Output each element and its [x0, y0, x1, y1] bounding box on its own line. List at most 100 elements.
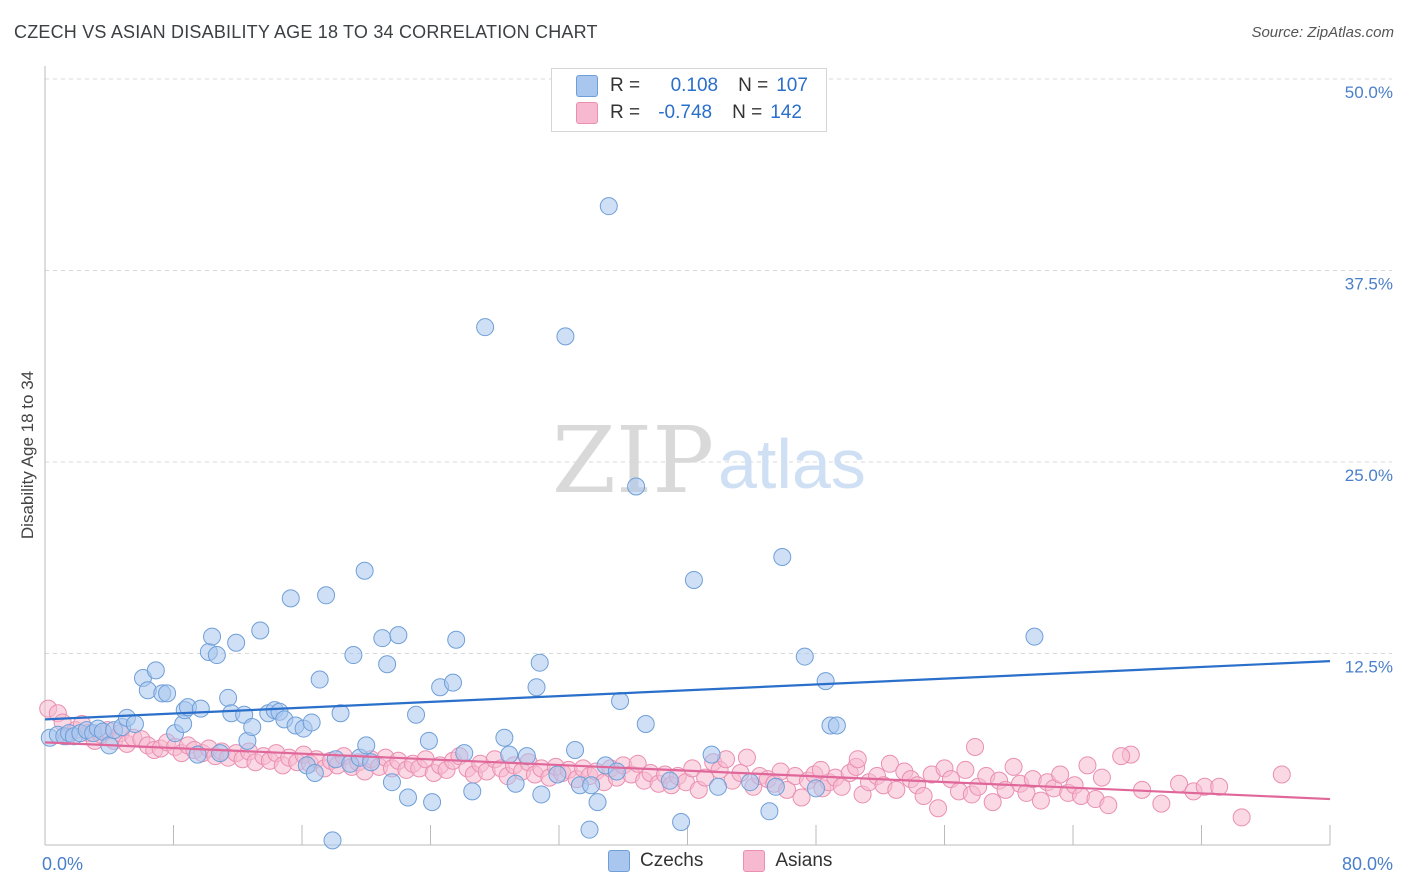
asian-point	[1152, 794, 1171, 813]
czech-point	[556, 327, 575, 346]
czech-point	[773, 547, 792, 566]
czech-point	[636, 714, 655, 733]
legend-n-label: N =	[732, 102, 763, 123]
czech-point	[588, 793, 607, 812]
czech-point	[125, 714, 144, 733]
legend-label-asians: Asians	[775, 850, 833, 871]
asian-point	[811, 760, 830, 779]
czech-point	[816, 672, 835, 691]
asian-point	[848, 750, 867, 769]
czech-swatch-icon	[608, 850, 630, 872]
czech-point	[627, 477, 646, 496]
y-tick-label: 37.5%	[1345, 275, 1393, 294]
czech-point	[532, 785, 551, 804]
legend-row-asians: R = -0.748 N = 142	[576, 102, 802, 124]
asian-swatch-icon	[743, 850, 766, 872]
czech-point	[382, 773, 401, 792]
gridlines	[45, 78, 1392, 654]
czech-point	[660, 771, 679, 790]
czech-point	[281, 589, 300, 608]
czech-point	[323, 831, 342, 850]
czech-point	[443, 673, 462, 692]
czech-point	[506, 774, 525, 793]
czech-point	[580, 820, 599, 839]
asian-point	[737, 748, 756, 767]
asian-point	[1031, 791, 1050, 810]
asian-point	[956, 760, 975, 779]
asian-point	[966, 737, 985, 756]
czech-point	[500, 745, 519, 764]
czech-point	[302, 713, 321, 732]
legend-n-label: N =	[738, 75, 769, 96]
legend-bottom: Czechs Asians	[608, 850, 832, 872]
czech-trend-line	[44, 660, 1331, 721]
czech-point	[566, 741, 585, 760]
czech-point	[766, 777, 785, 796]
czech-point	[795, 647, 814, 666]
czech-point	[203, 627, 222, 646]
asian-point	[983, 793, 1002, 812]
czech-point	[146, 661, 165, 680]
czech-point	[611, 691, 630, 710]
czech-point	[599, 197, 618, 216]
asian-point	[880, 754, 899, 773]
axes	[44, 66, 1331, 846]
legend-n-value: 107	[776, 75, 808, 96]
asian-point	[696, 768, 715, 787]
czech-point	[607, 762, 626, 781]
czech-point	[331, 704, 350, 723]
czech-point	[399, 788, 418, 807]
asian-trend-line	[44, 741, 1331, 801]
chart-title: CZECH VS ASIAN DISABILITY AGE 18 TO 34 C…	[14, 22, 598, 42]
czech-point	[463, 782, 482, 801]
czech-series	[40, 197, 1044, 850]
y-tick-labels: 12.5% 25.0% 37.5% 50.0%	[1345, 83, 1393, 677]
watermark-atlas: atlas	[718, 425, 866, 503]
legend-r-value: 0.108	[670, 75, 719, 96]
czech-point	[530, 653, 549, 672]
x-tick-labels: 0.0% 80.0%	[42, 854, 1393, 874]
czech-point	[357, 736, 376, 755]
czech-point	[760, 802, 779, 821]
asian-point	[1078, 756, 1097, 775]
czech-point	[702, 745, 721, 764]
czech-point	[548, 765, 567, 784]
y-tick-label: 25.0%	[1345, 466, 1393, 485]
czech-point	[741, 773, 760, 792]
asian-point	[1092, 768, 1111, 787]
czech-point	[355, 561, 374, 580]
czech-point	[527, 678, 546, 697]
czech-point	[447, 630, 466, 649]
legend-r-label: R =	[610, 75, 641, 96]
asian-point	[1099, 796, 1118, 815]
czech-point	[243, 718, 262, 737]
asian-point	[929, 799, 948, 818]
czech-point	[219, 688, 238, 707]
czech-point	[582, 776, 601, 795]
asian-point	[792, 788, 811, 807]
x-tick-label: 0.0%	[42, 854, 83, 874]
czech-point	[807, 779, 825, 798]
czech-point	[389, 626, 408, 645]
czech-point	[207, 646, 226, 665]
x-tick-label: 80.0%	[1342, 854, 1393, 874]
czech-point	[310, 670, 329, 689]
asian-point	[1232, 808, 1251, 827]
y-tick-label: 12.5%	[1345, 658, 1393, 677]
asian-point	[1004, 757, 1023, 776]
asian-point	[1112, 747, 1131, 766]
czech-point	[378, 655, 397, 674]
czech-point	[419, 731, 438, 750]
asian-point	[683, 759, 702, 778]
legend-row-czechs: R = 0.108 N = 107	[576, 75, 808, 97]
czech-point	[672, 813, 691, 832]
czech-point	[158, 684, 177, 703]
watermark-zip: ZIP	[552, 407, 714, 514]
asian-point	[1210, 777, 1229, 796]
czech-point	[495, 728, 514, 747]
legend-label-czechs: Czechs	[640, 850, 704, 871]
czech-point	[251, 621, 270, 640]
legend-r-label: R =	[610, 102, 641, 123]
czech-point	[476, 318, 495, 337]
